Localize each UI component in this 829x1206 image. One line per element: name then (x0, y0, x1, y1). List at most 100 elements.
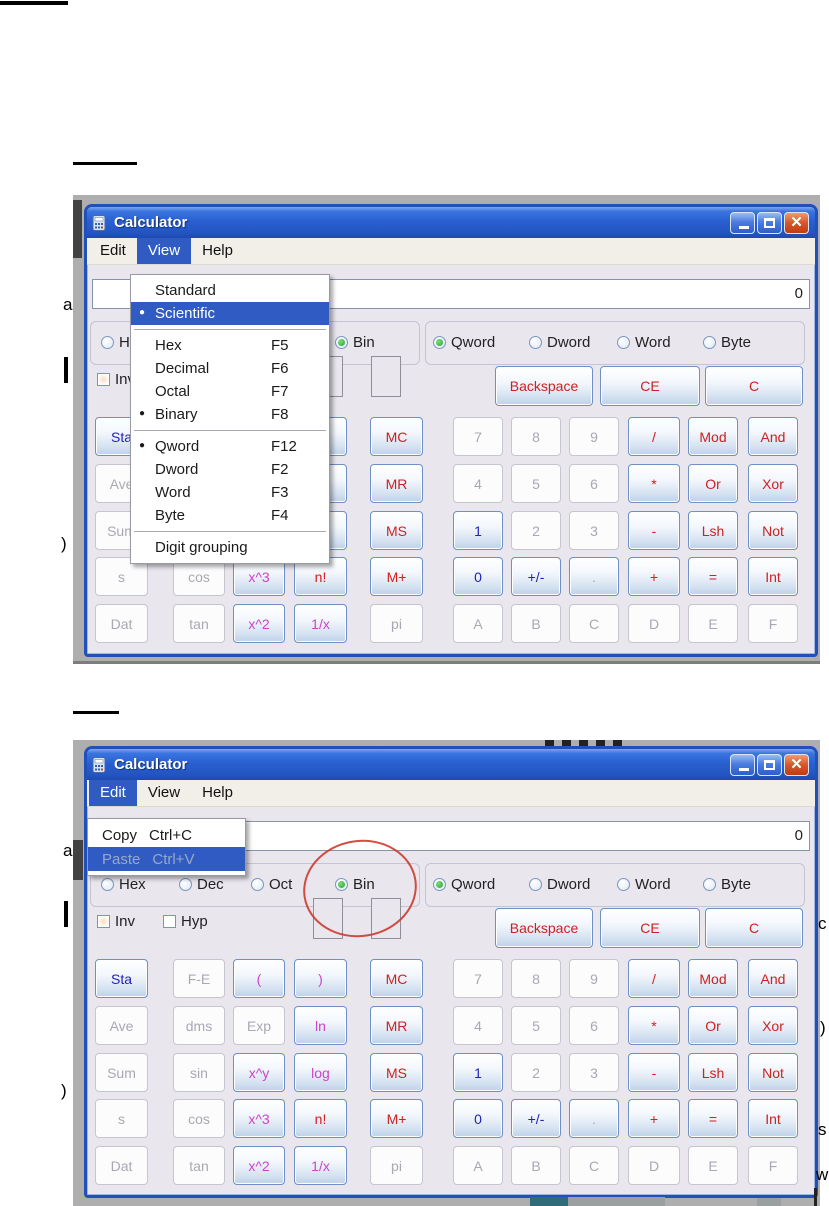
radio-oct[interactable]: Oct (251, 876, 292, 893)
calc-button-pi[interactable]: pi (370, 1146, 423, 1185)
calc-button-ms[interactable]: MS (370, 511, 423, 550)
menu-item-scientific[interactable]: ● Scientific (131, 302, 329, 325)
checkbox-inv[interactable]: Inv (97, 913, 135, 930)
calc-button-4[interactable]: 4 (453, 1006, 503, 1045)
calc-button-mc[interactable]: MC (370, 959, 423, 998)
menu-item-copy[interactable]: Copy Ctrl+C (88, 823, 245, 847)
calc-button-subtract[interactable]: - (628, 511, 680, 550)
menu-item-binary[interactable]: ● Binary F8 (131, 403, 329, 426)
calc-button-x-cubed[interactable]: x^3 (233, 1099, 285, 1138)
radio-hex[interactable]: Hex (101, 876, 146, 893)
calc-button-ce[interactable]: CE (600, 366, 700, 406)
menu-item-hex[interactable]: Hex F5 (131, 334, 329, 357)
calc-button-n-factorial[interactable]: n! (294, 1099, 347, 1138)
calc-button-3[interactable]: 3 (569, 1053, 619, 1092)
calc-button-mod[interactable]: Mod (688, 417, 738, 456)
close-button[interactable]: ✕ (784, 211, 809, 234)
calc-button-or[interactable]: Or (688, 464, 738, 503)
calc-button-3[interactable]: 3 (569, 511, 619, 550)
calc-button-m-plus[interactable]: M+ (370, 557, 423, 596)
menubar-item-help[interactable]: Help (202, 784, 233, 801)
radio-bin[interactable]: Bin (335, 876, 375, 893)
calc-button-0[interactable]: 0 (453, 1099, 503, 1138)
menu-item-qword[interactable]: ● Qword F12 (131, 435, 329, 458)
calc-button-9[interactable]: 9 (569, 959, 619, 998)
calc-button-not[interactable]: Not (748, 511, 798, 550)
calc-button-x-squared[interactable]: x^2 (233, 1146, 285, 1185)
calc-button-mr[interactable]: MR (370, 464, 423, 503)
calc-button-dat[interactable]: Dat (95, 1146, 148, 1185)
calc-button-plus-minus[interactable]: +/- (511, 557, 561, 596)
calc-button-or[interactable]: Or (688, 1006, 738, 1045)
calc-button-multiply[interactable]: * (628, 464, 680, 503)
title-bar[interactable]: Calculator ✕ (87, 207, 815, 238)
calc-button-lsh[interactable]: Lsh (688, 1053, 738, 1092)
calc-button-subtract[interactable]: - (628, 1053, 680, 1092)
menu-item-octal[interactable]: Octal F7 (131, 380, 329, 403)
calc-button-multiply[interactable]: * (628, 1006, 680, 1045)
calc-button-e[interactable]: E (688, 604, 738, 643)
calc-button-ln[interactable]: ln (294, 1006, 347, 1045)
calc-button-x-squared[interactable]: x^2 (233, 604, 285, 643)
menu-item-decimal[interactable]: Decimal F6 (131, 357, 329, 380)
calc-button-0[interactable]: 0 (453, 557, 503, 596)
calc-button-log[interactable]: log (294, 1053, 347, 1092)
calc-button-d[interactable]: D (628, 604, 680, 643)
minimize-button[interactable] (730, 211, 755, 234)
maximize-button[interactable] (757, 753, 782, 776)
calc-button-and[interactable]: And (748, 959, 798, 998)
menubar-item-view[interactable]: View (147, 784, 181, 801)
calc-button-int[interactable]: Int (748, 1099, 798, 1138)
calc-button-a[interactable]: A (453, 604, 503, 643)
calc-button-1[interactable]: 1 (453, 511, 503, 550)
calc-button-ms[interactable]: MS (370, 1053, 423, 1092)
calc-button-mr[interactable]: MR (370, 1006, 423, 1045)
minimize-button[interactable] (730, 753, 755, 776)
calc-button-c[interactable]: C (705, 908, 803, 948)
calc-button-tan[interactable]: tan (173, 604, 225, 643)
radio-byte[interactable]: Byte (703, 876, 751, 893)
calc-button-a[interactable]: A (453, 1146, 503, 1185)
calc-button-s[interactable]: s (95, 1099, 148, 1138)
close-button[interactable]: ✕ (784, 753, 809, 776)
calc-button-exp[interactable]: Exp (233, 1006, 285, 1045)
calc-button-sta[interactable]: Sta (95, 959, 148, 998)
calc-button-2[interactable]: 2 (511, 511, 561, 550)
calc-button-b[interactable]: B (511, 1146, 561, 1185)
menu-item-byte[interactable]: Byte F4 (131, 504, 329, 527)
calc-button-m-plus[interactable]: M+ (370, 1099, 423, 1138)
calc-button-9[interactable]: 9 (569, 417, 619, 456)
calc-button-mod[interactable]: Mod (688, 959, 738, 998)
radio-qword[interactable]: Qword (433, 334, 495, 351)
calc-button-pi[interactable]: pi (370, 604, 423, 643)
menu-item-word[interactable]: Word F3 (131, 481, 329, 504)
calc-button-7[interactable]: 7 (453, 417, 503, 456)
calc-button-5[interactable]: 5 (511, 464, 561, 503)
radio-dec[interactable]: Dec (179, 876, 224, 893)
radio-dword[interactable]: Dword (529, 876, 590, 893)
calc-button-backspace[interactable]: Backspace (495, 366, 593, 406)
calc-button-not[interactable]: Not (748, 1053, 798, 1092)
calc-button-xor[interactable]: Xor (748, 464, 798, 503)
calc-button-f-e[interactable]: F-E (173, 959, 225, 998)
radio-qword[interactable]: Qword (433, 876, 495, 893)
calc-button-5[interactable]: 5 (511, 1006, 561, 1045)
calc-button-plus-minus[interactable]: +/- (511, 1099, 561, 1138)
radio-byte[interactable]: Byte (703, 334, 751, 351)
calc-button-decimal[interactable]: . (569, 557, 619, 596)
calc-button-int[interactable]: Int (748, 557, 798, 596)
calc-button-mc[interactable]: MC (370, 417, 423, 456)
calc-button-ce[interactable]: CE (600, 908, 700, 948)
calc-button-one-over-x[interactable]: 1/x (294, 604, 347, 643)
calc-button-d[interactable]: D (628, 1146, 680, 1185)
radio-dword[interactable]: Dword (529, 334, 590, 351)
calc-button-close-paren[interactable]: ) (294, 959, 347, 998)
calc-button-add[interactable]: + (628, 557, 680, 596)
calc-button-x-power-y[interactable]: x^y (233, 1053, 285, 1092)
radio-word[interactable]: Word (617, 876, 671, 893)
calc-button-sin[interactable]: sin (173, 1053, 225, 1092)
checkbox-hyp[interactable]: Hyp (163, 913, 208, 930)
calc-button-open-paren[interactable]: ( (233, 959, 285, 998)
calc-button-b[interactable]: B (511, 604, 561, 643)
calc-button-one-over-x[interactable]: 1/x (294, 1146, 347, 1185)
